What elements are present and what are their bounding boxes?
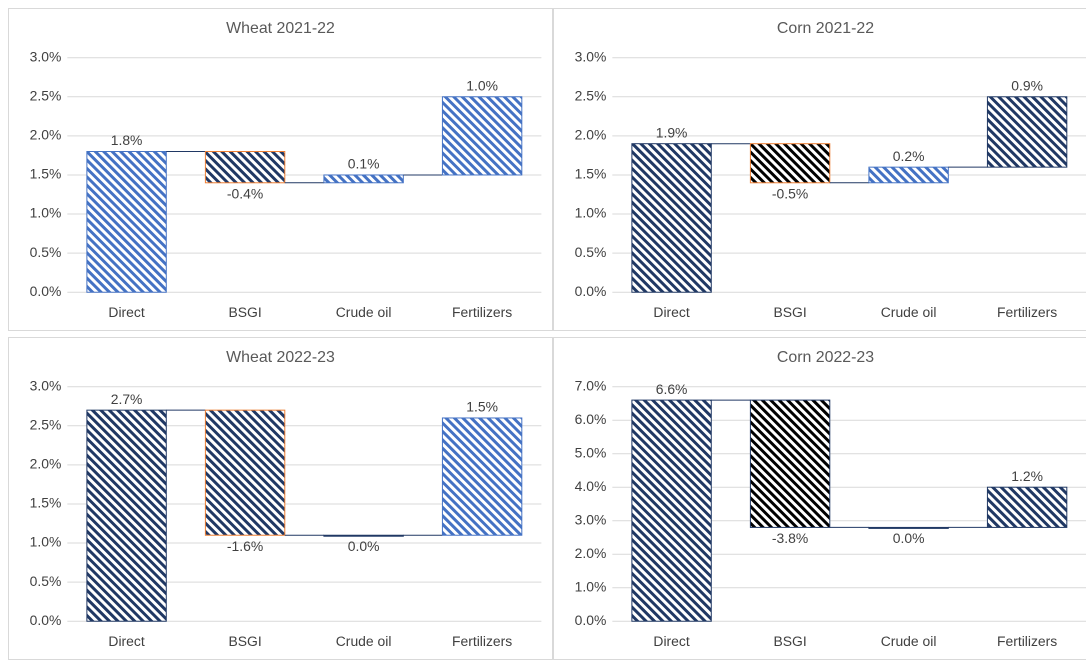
x-tick-label: Crude oil (881, 304, 937, 320)
chart-title: Corn 2022-23 (777, 349, 874, 366)
y-tick-label: 6.0% (575, 411, 607, 427)
y-tick-label: 2.0% (575, 127, 607, 143)
x-tick-label: Direct (653, 633, 689, 649)
y-tick-label: 0.0% (575, 283, 607, 299)
y-tick-label: 5.0% (575, 444, 607, 460)
y-tick-label: 2.0% (30, 127, 62, 143)
y-tick-label: 4.0% (575, 478, 607, 494)
x-tick-label: BSGI (773, 304, 806, 320)
bar (204, 409, 286, 536)
y-tick-label: 3.0% (575, 511, 607, 527)
x-tick-label: Direct (108, 304, 144, 320)
value-label: -0.5% (772, 185, 808, 201)
y-tick-label: 2.5% (30, 87, 62, 103)
bar (749, 143, 831, 184)
bar (86, 151, 167, 293)
value-label: 1.0% (466, 78, 498, 94)
chart-title: Wheat 2022-23 (226, 349, 335, 366)
value-label: -0.4% (227, 185, 263, 201)
x-tick-label: Direct (108, 633, 144, 649)
bar (86, 409, 167, 622)
x-tick-label: Fertilizers (997, 304, 1057, 320)
y-tick-label: 2.0% (30, 456, 62, 472)
y-tick-label: 1.0% (575, 578, 607, 594)
value-label: -3.8% (772, 530, 808, 546)
x-tick-label: Fertilizers (997, 633, 1057, 649)
y-tick-label: 3.0% (30, 48, 62, 64)
x-tick-label: Crude oil (336, 633, 392, 649)
value-label: 1.2% (1011, 468, 1043, 484)
y-tick-label: 7.0% (575, 377, 607, 393)
value-label: 6.6% (656, 381, 688, 397)
y-tick-label: 0.0% (30, 612, 62, 628)
y-tick-label: 2.0% (575, 545, 607, 561)
x-tick-label: Fertilizers (452, 304, 512, 320)
y-tick-label: 1.0% (30, 534, 62, 550)
value-label: 0.0% (348, 538, 380, 554)
y-tick-label: 3.0% (575, 48, 607, 64)
value-label: 0.1% (348, 156, 380, 172)
y-tick-label: 0.5% (30, 244, 62, 260)
chart: Corn 2022-23 0.0% 1.0% 2.0% 3.0% 4.0% 5.0% 6.0%… (553, 337, 1086, 660)
x-tick-label: Fertilizers (452, 633, 512, 649)
bar (323, 174, 404, 184)
y-tick-label: 3.0% (30, 377, 62, 393)
bar (986, 96, 1068, 168)
chart-title: Corn 2021-22 (777, 20, 874, 37)
value-label: 1.9% (656, 124, 688, 140)
bar (868, 166, 949, 184)
bar (986, 486, 1068, 528)
y-tick-label: 0.0% (575, 612, 607, 628)
y-tick-label: 1.5% (30, 495, 62, 511)
value-label: 2.7% (111, 391, 143, 407)
value-label: 0.9% (1011, 78, 1043, 94)
y-tick-label: 1.5% (575, 166, 607, 182)
bar (441, 96, 523, 176)
bar (204, 151, 286, 184)
x-tick-label: BSGI (228, 633, 261, 649)
y-tick-label: 0.5% (30, 573, 62, 589)
x-tick-label: Crude oil (881, 633, 937, 649)
x-tick-label: Direct (653, 304, 689, 320)
y-tick-label: 1.0% (30, 205, 62, 221)
bar (323, 534, 404, 537)
value-label: -1.6% (227, 538, 263, 554)
bar (868, 526, 949, 529)
y-tick-label: 1.5% (30, 166, 62, 182)
bar (749, 399, 831, 528)
x-tick-label: BSGI (228, 304, 261, 320)
y-tick-label: 2.5% (30, 416, 62, 432)
x-tick-label: Crude oil (336, 304, 392, 320)
chart: Wheat 2022-23 0.0% 0.5% 1.0% 1.5% 2.0% 2.5% 3.0… (8, 337, 553, 660)
value-label: 0.0% (893, 530, 925, 546)
chart: Wheat 2021-22 0.0% 0.5% 1.0% 1.5% 2.0% 2.5% 3.0… (8, 8, 553, 331)
bar (441, 417, 523, 536)
bar (631, 143, 712, 293)
value-label: 1.5% (466, 399, 498, 415)
y-tick-label: 1.0% (575, 205, 607, 221)
value-label: 0.2% (893, 148, 925, 164)
y-tick-label: 0.0% (30, 283, 62, 299)
y-tick-label: 0.5% (575, 244, 607, 260)
value-label: 1.8% (111, 132, 143, 148)
chart: Corn 2021-22 0.0% 0.5% 1.0% 1.5% 2.0% 2.5% 3.0%… (553, 8, 1086, 331)
y-tick-label: 2.5% (575, 87, 607, 103)
chart-title: Wheat 2021-22 (226, 20, 335, 37)
bar (631, 399, 712, 622)
x-tick-label: BSGI (773, 633, 806, 649)
